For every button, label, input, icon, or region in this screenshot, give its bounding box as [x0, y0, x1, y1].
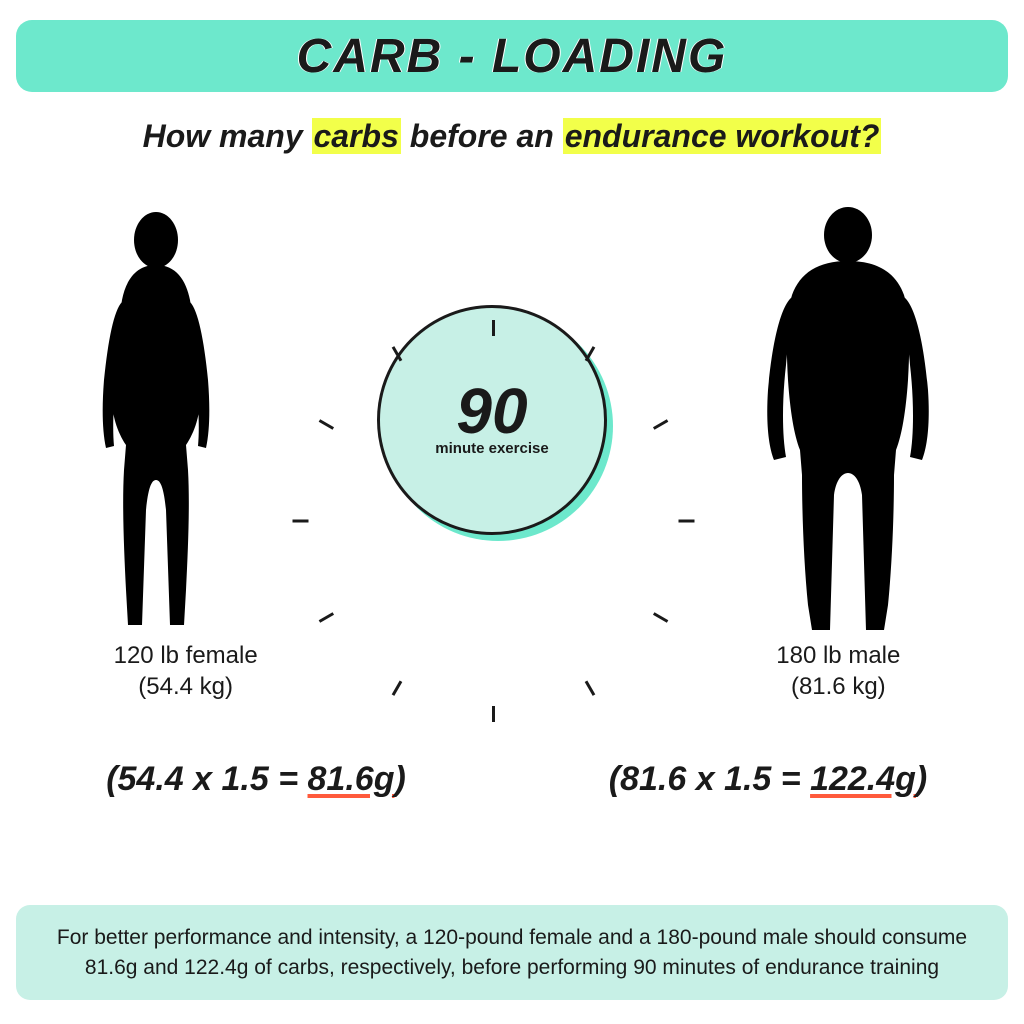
male-calc-suffix: ): [916, 760, 927, 798]
figures-row: 90 minute exercise: [0, 190, 1024, 650]
clock-face: 90 minute exercise: [377, 305, 607, 535]
female-weight-lb: 120 lb female: [26, 640, 346, 671]
female-weight-kg: (54.4 kg): [26, 671, 346, 702]
male-label: 180 lb male (81.6 kg): [678, 640, 998, 702]
female-calculation: (54.4 x 1.5 = 81.6g): [46, 760, 466, 799]
page-title: CARB - LOADING: [297, 29, 728, 84]
male-body-icon: [738, 205, 958, 635]
female-calc-result: 81.6g: [308, 760, 395, 798]
subtitle-mid: before an: [401, 118, 563, 154]
male-silhouette: [738, 205, 958, 635]
subtitle-prefix: How many: [143, 118, 312, 154]
male-weight-lb: 180 lb male: [678, 640, 998, 671]
male-calc-result: 122.4g: [810, 760, 916, 798]
female-label: 120 lb female (54.4 kg): [26, 640, 346, 702]
female-body-icon: [66, 210, 246, 630]
female-calc-suffix: ): [394, 760, 405, 798]
clock: 90 minute exercise: [377, 305, 607, 535]
calculation-row: (54.4 x 1.5 = 81.6g) (81.6 x 1.5 = 122.4…: [0, 760, 1024, 799]
subtitle: How many carbs before an endurance worko…: [0, 118, 1024, 155]
female-silhouette: [66, 210, 246, 630]
title-bar: CARB - LOADING: [16, 20, 1008, 92]
male-calc-prefix: (81.6 x 1.5 =: [609, 760, 810, 798]
female-calc-prefix: (54.4 x 1.5 =: [106, 760, 307, 798]
body-labels-row: 120 lb female (54.4 kg) 180 lb male (81.…: [0, 640, 1024, 702]
subtitle-highlight-endurance: endurance workout?: [563, 118, 882, 154]
subtitle-highlight-carbs: carbs: [312, 118, 401, 154]
male-calculation: (81.6 x 1.5 = 122.4g): [558, 760, 978, 799]
male-weight-kg: (81.6 kg): [678, 671, 998, 702]
clock-label: minute exercise: [435, 440, 548, 457]
clock-number: 90: [456, 383, 527, 441]
footer-summary: For better performance and intensity, a …: [16, 905, 1008, 1000]
